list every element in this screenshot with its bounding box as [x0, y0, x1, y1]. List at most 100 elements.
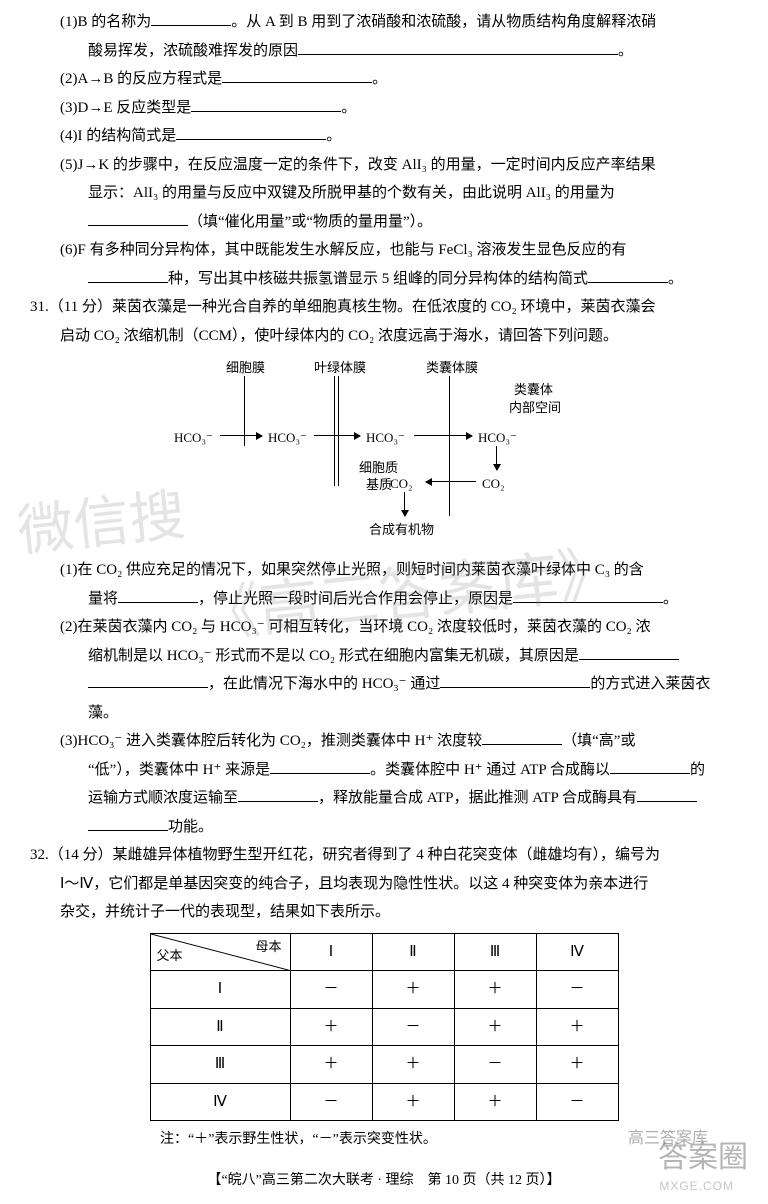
cell: －	[290, 971, 372, 1009]
q32-head3: 杂交，并统计子一代的表现型，结果如下表所示。	[30, 898, 738, 927]
cross-table: 母本 父本 Ⅰ Ⅱ Ⅲ Ⅳ Ⅰ － ＋ ＋ － Ⅱ ＋ － ＋ ＋ Ⅲ ＋ ＋ …	[150, 933, 619, 1122]
blank	[88, 816, 168, 831]
text: 。	[372, 71, 387, 87]
hco3-thyl: HCO₃⁻	[478, 426, 517, 451]
text: 。	[668, 271, 683, 287]
blank	[88, 211, 188, 226]
text: (2)在莱茵衣藻内 CO₂ 与 HCO₃⁻ 可相互转化，当环境 CO₂ 浓度较低…	[60, 619, 651, 635]
blank	[588, 268, 668, 283]
text: 酸易挥发，浓硫酸难挥发的原因	[88, 43, 298, 59]
membrane-chloroplast	[334, 376, 339, 486]
q31-3c: 运输方式顺浓度运输至 ，释放能量合成 ATP，据此推测 ATP 合成酶具有	[30, 784, 738, 813]
q30-4: (4)I 的结构简式是。	[30, 122, 738, 151]
arrow-hco3-1	[220, 435, 262, 436]
cell: ＋	[454, 971, 536, 1009]
arrow-hco3-3	[414, 435, 472, 436]
text: (3)HCO₃⁻ 进入类囊体腔后转化为 CO₂，推测类囊体中 H⁺ 浓度较	[60, 733, 482, 749]
blank	[298, 40, 618, 55]
blank	[238, 787, 318, 802]
text: ，在此情况下海水中的 HCO₃⁻ 通过	[208, 676, 440, 692]
membrane-thylakoid	[449, 376, 450, 516]
col-head: Ⅳ	[536, 933, 618, 971]
row-head: Ⅰ	[150, 971, 290, 1009]
blank	[482, 730, 562, 745]
blank	[118, 588, 198, 603]
col-head: Ⅱ	[372, 933, 454, 971]
q31-2c: ，在此情况下海水中的 HCO₃⁻ 通过的方式进入莱茵衣藻。	[30, 670, 738, 727]
cell: ＋	[454, 1008, 536, 1046]
q30-6b: 种，写出其中核磁共振氢谱显示 5 组峰的同分异构体的结构简式 。	[30, 265, 738, 294]
q30-2: (2)A→B 的反应方程式是 。	[30, 65, 738, 94]
text: （填“催化用量”或“物质的量用量”）。	[188, 214, 432, 230]
text: 的	[690, 762, 705, 778]
corner-top: 母本	[255, 935, 281, 960]
text: （填“高”或	[562, 733, 635, 749]
blank	[270, 759, 370, 774]
text: (6)F 有多种同分异构体，其中既能发生水解反应，也能与 FeCl₃ 溶液发生显…	[60, 242, 627, 258]
cell: ＋	[290, 1046, 372, 1084]
hco3-stroma: HCO₃⁻	[366, 426, 405, 451]
cell: ＋	[536, 1008, 618, 1046]
table-row: Ⅱ ＋ － ＋ ＋	[150, 1008, 618, 1046]
text: 32.（14 分）某雌雄异体植物野生型开红花，研究者得到了 4 种白花突变体（雌…	[30, 847, 660, 863]
q30-5: (5)J→K 的步骤中，在反应温度一定的条件下，改变 AlI₃ 的用量，一定时间…	[30, 151, 738, 180]
q31-head: 31.（11 分）莱茵衣藻是一种光合自养的单细胞真核生物。在低浓度的 CO₂ 环…	[30, 293, 738, 322]
text: (5)J→K 的步骤中，在反应温度一定的条件下，改变 AlI₃ 的用量，一定时间…	[60, 157, 656, 173]
label-chloroplast-membrane: 叶绿体膜	[314, 356, 366, 381]
co2-stroma: CO₂	[390, 472, 413, 497]
label-thylakoid-space-2: 内部空间	[509, 396, 561, 421]
blank	[151, 11, 231, 26]
q31-1b: 量将，停止光照一段时间后光合作用会停止，原因是。	[30, 585, 738, 614]
blank	[637, 787, 697, 802]
table-row: 母本 父本 Ⅰ Ⅱ Ⅲ Ⅳ	[150, 933, 618, 971]
q32-head2: Ⅰ～Ⅳ，它们都是单基因突变的纯合子，且均表现为隐性性状。以这 4 种突变体为亲本…	[30, 870, 738, 899]
arrow-co2-left	[426, 481, 476, 482]
label-thylakoid-membrane: 类囊体膜	[426, 356, 478, 381]
q31-3: (3)HCO₃⁻ 进入类囊体腔后转化为 CO₂，推测类囊体中 H⁺ 浓度较 （填“…	[30, 727, 738, 756]
q31-3d: 功能。	[30, 813, 738, 842]
table-row: Ⅲ ＋ ＋ － ＋	[150, 1046, 618, 1084]
hco3-outside: HCO₃⁻	[174, 426, 213, 451]
label-cytoplasm-2: 基质	[366, 473, 392, 498]
text: 。类囊体腔中 H⁺ 通过 ATP 合成酶以	[370, 762, 610, 778]
text: 31.（11 分）莱茵衣藻是一种光合自养的单细胞真核生物。在低浓度的 CO₂ 环…	[30, 299, 656, 315]
blank	[191, 97, 341, 112]
col-head: Ⅲ	[454, 933, 536, 971]
table-row: Ⅰ － ＋ ＋ －	[150, 971, 618, 1009]
hco3-cyto: HCO₃⁻	[268, 426, 307, 451]
text: (3)D→E 反应类型是	[60, 100, 191, 116]
text: (2)A→B 的反应方程式是	[60, 71, 222, 87]
label-synthesis: 合成有机物	[369, 518, 434, 543]
text: ，释放能量合成 ATP，据此推测 ATP 合成酶具有	[318, 790, 637, 806]
table-row: Ⅳ － ＋ ＋ －	[150, 1083, 618, 1121]
text: (1)B 的名称为	[60, 14, 151, 30]
text: 。	[326, 128, 341, 144]
text: “低”），类囊体中 H⁺ 来源是	[88, 762, 270, 778]
corner-bot: 父本	[157, 944, 183, 969]
text: Ⅰ～Ⅳ，它们都是单基因突变的纯合子，且均表现为隐性性状。以这 4 种突变体为亲本…	[60, 876, 648, 892]
cell: －	[454, 1046, 536, 1084]
blank	[222, 68, 372, 83]
cell: －	[536, 1083, 618, 1121]
q31-2: (2)在莱茵衣藻内 CO₂ 与 HCO₃⁻ 可相互转化，当环境 CO₂ 浓度较低…	[30, 613, 738, 642]
text: 运输方式顺浓度运输至	[88, 790, 238, 806]
row-head: Ⅱ	[150, 1008, 290, 1046]
blank	[610, 759, 690, 774]
text: 。从 A 到 B 用到了浓硝酸和浓硫酸，请从物质结构角度解释浓硝	[231, 14, 656, 30]
text: 种，写出其中核磁共振氢谱显示 5 组峰的同分异构体的结构简式	[168, 271, 588, 287]
q31-head2: 启动 CO₂ 浓缩机制（CCM），使叶绿体内的 CO₂ 浓度远高于海水，请回答下…	[30, 322, 738, 351]
text: 显示：AlI₃ 的用量与反应中双键及所脱甲基的个数有关，由此说明 AlI₃ 的用…	[88, 185, 615, 201]
blank	[88, 268, 168, 283]
blank	[440, 673, 590, 688]
text: 杂交，并统计子一代的表现型，结果如下表所示。	[60, 904, 390, 920]
arrow-hco3-2	[314, 435, 360, 436]
q31-1: (1)在 CO₂ 供应充足的情况下，如果突然停止光照，则短时间内莱茵衣藻叶绿体中…	[30, 556, 738, 585]
cell: －	[290, 1083, 372, 1121]
cell: ＋	[290, 1008, 372, 1046]
arrow-hco3-down	[496, 446, 497, 470]
cell: －	[536, 971, 618, 1009]
q30-1-cont: 酸易挥发，浓硫酸难挥发的原因。	[30, 37, 738, 66]
blank	[88, 673, 208, 688]
cell: ＋	[372, 1083, 454, 1121]
ccm-diagram: 细胞膜 叶绿体膜 类囊体膜 类囊体 内部空间 HCO₃⁻ HCO₃⁻ HCO₃⁻…	[174, 356, 594, 546]
